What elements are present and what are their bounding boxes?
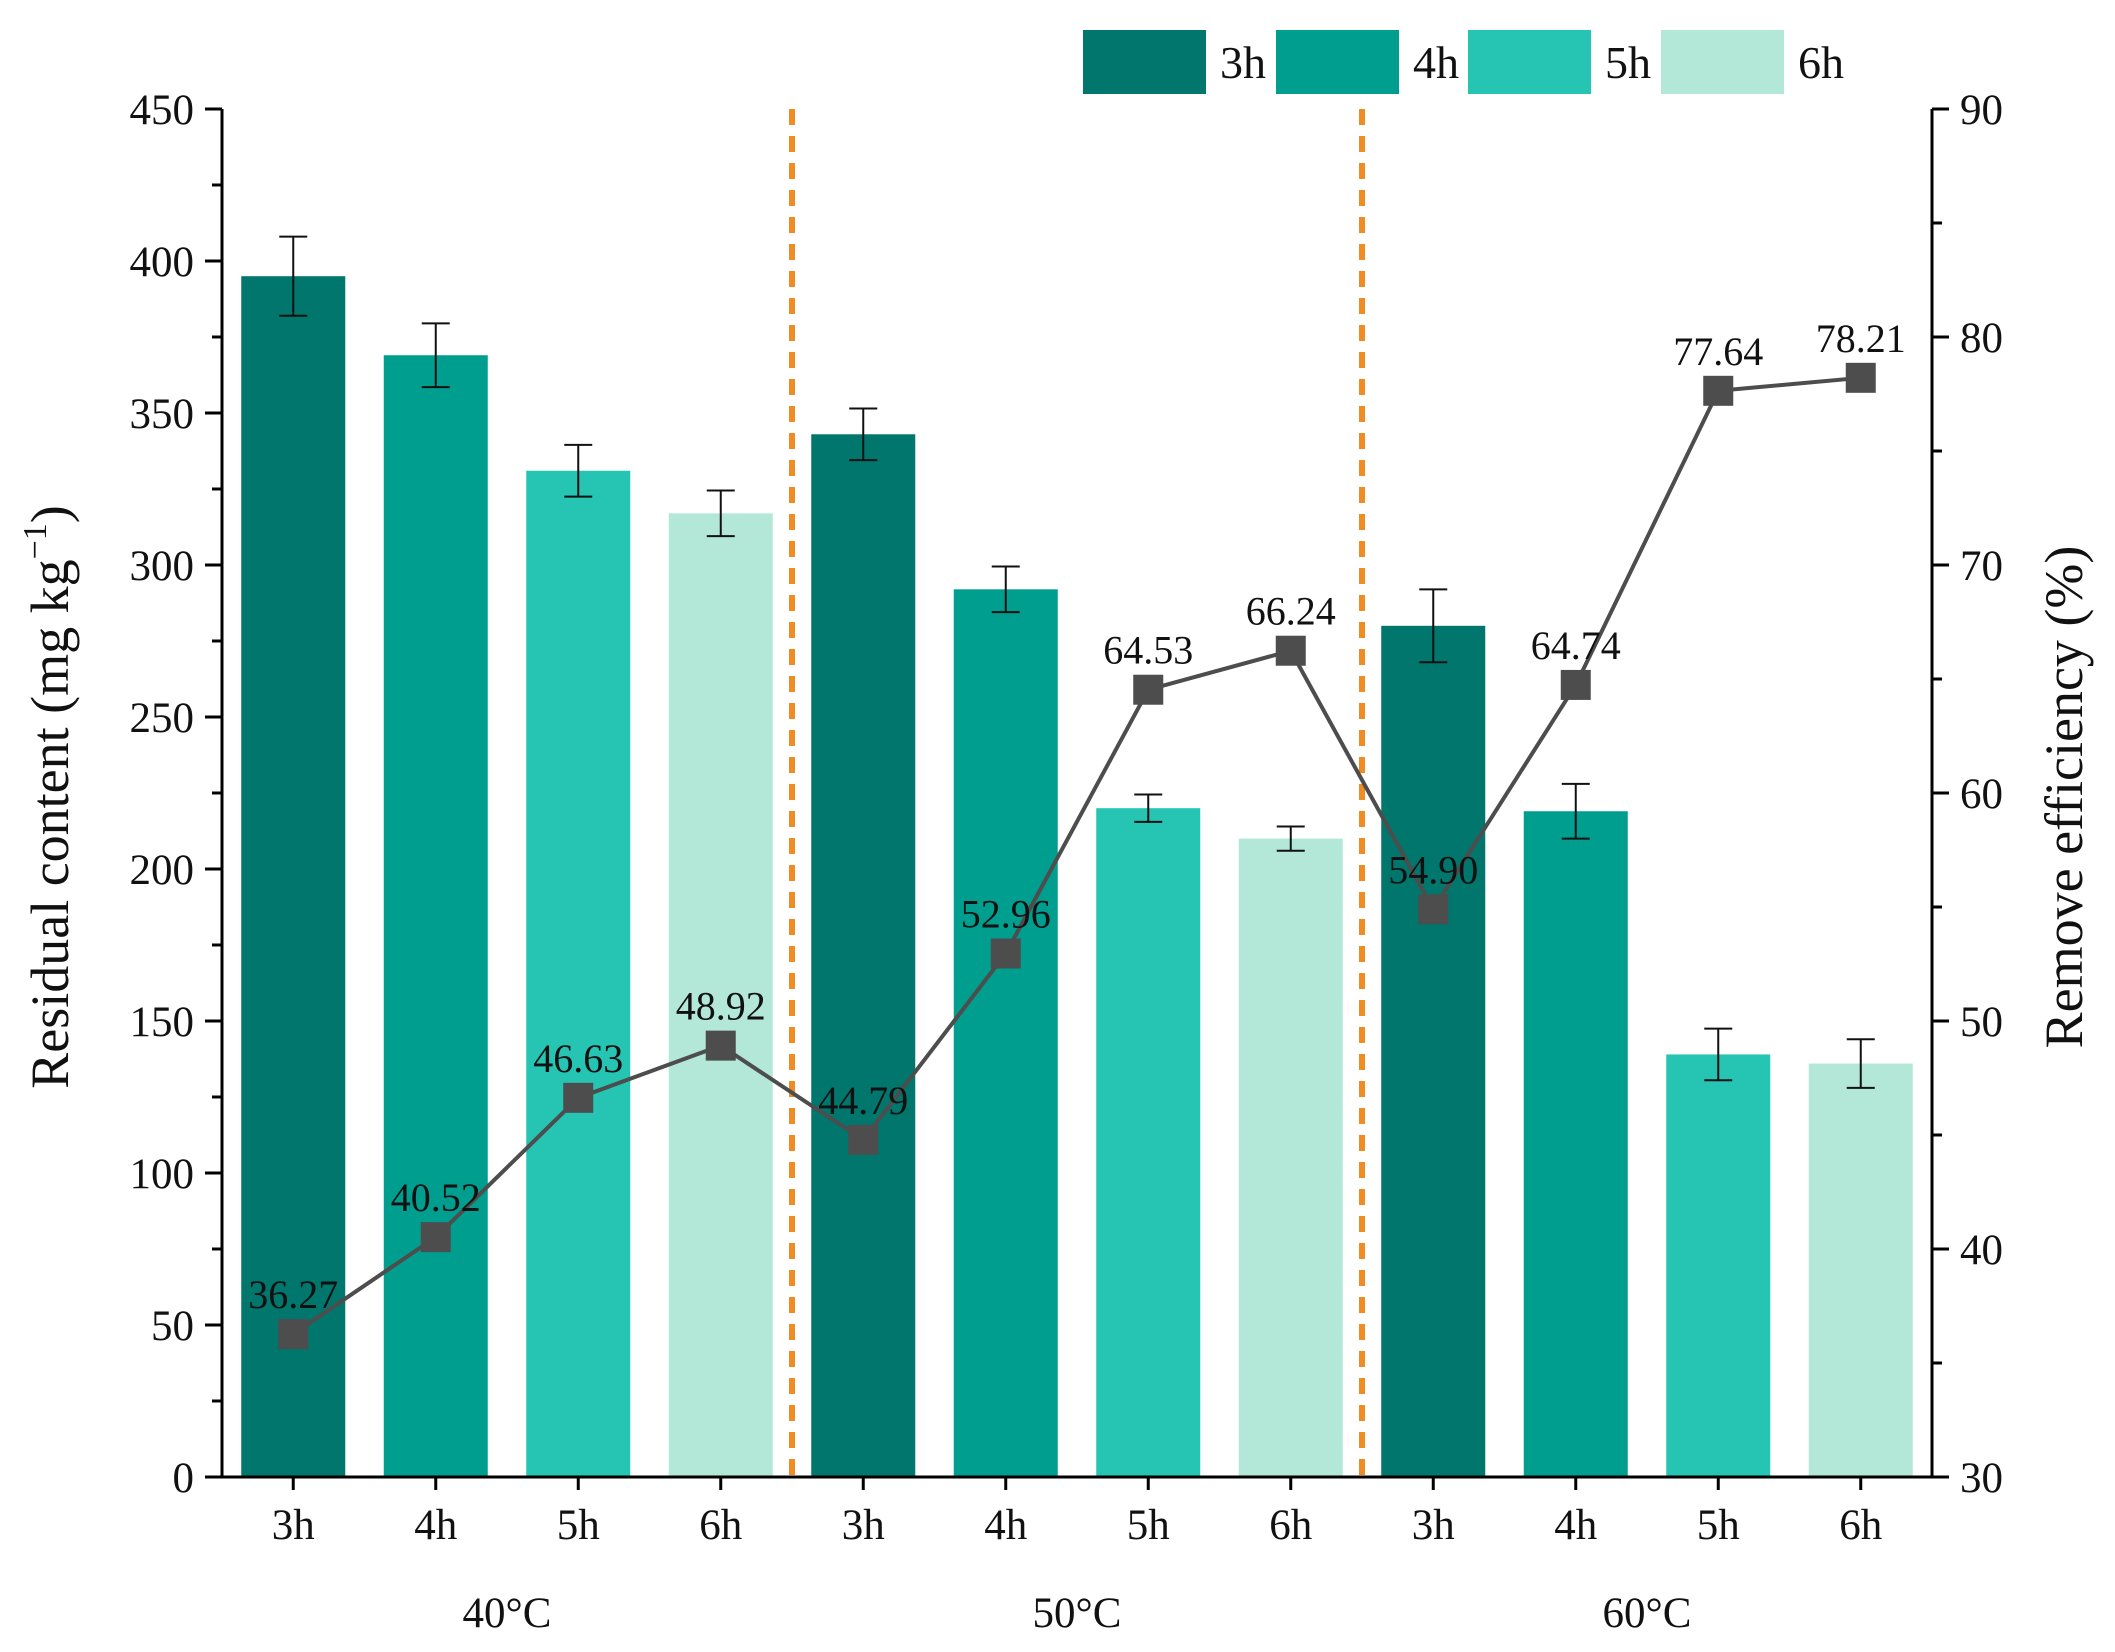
bar-60C-4h xyxy=(1523,811,1628,1477)
efficiency-marker xyxy=(1418,894,1449,925)
x-labels-layer: 3h 4h 5h 6h 40°C 3h 4h 5h 6h 50°C 3h 4h 5h 6h 60°C xyxy=(272,1502,1883,1637)
bar-40C-4h xyxy=(383,355,488,1477)
error-bars-layer xyxy=(279,235,1875,1089)
x-tick-label: 4h xyxy=(1554,1502,1597,1549)
efficiency-label: 40.52 xyxy=(391,1175,481,1220)
y-right-tick-label: 50 xyxy=(1960,999,2003,1046)
ticks-layer: 0 50 100 150 200 250 300 350 400 450 30 40 50 60 70 80 9… xyxy=(130,87,2004,1502)
bar-60C-6h xyxy=(1808,1063,1913,1477)
y-left-tick-label: 250 xyxy=(130,695,195,742)
efficiency-label: 66.24 xyxy=(1246,589,1336,634)
bar-60C-3h xyxy=(1381,625,1486,1477)
x-tick-label: 3h xyxy=(1412,1502,1455,1549)
efficiency-label: 52.96 xyxy=(961,892,1051,937)
x-tick-label: 6h xyxy=(1269,1502,1312,1549)
x-tick-label: 3h xyxy=(272,1502,315,1549)
bar-50C-5h xyxy=(1096,808,1201,1477)
group-label-40C: 40°C xyxy=(463,1590,552,1637)
efficiency-label: 78.21 xyxy=(1816,316,1906,361)
group-label-50C: 50°C xyxy=(1033,1590,1122,1637)
bar-60C-5h xyxy=(1666,1054,1771,1477)
efficiency-marker xyxy=(1133,674,1164,705)
y-left-tick-label: 0 xyxy=(173,1455,195,1502)
x-tick-label: 3h xyxy=(842,1502,885,1549)
legend-swatch-5h xyxy=(1468,30,1591,94)
bar-50C-3h xyxy=(811,434,916,1477)
x-tick-label: 5h xyxy=(1127,1502,1170,1549)
efficiency-label: 44.79 xyxy=(818,1078,908,1123)
x-tick-label: 5h xyxy=(557,1502,600,1549)
efficiency-marker xyxy=(278,1319,309,1350)
efficiency-marker xyxy=(1703,375,1734,406)
y-axis-right-title: Remove efficiency (%) xyxy=(2034,546,2094,1049)
y-right-tick-label: 90 xyxy=(1960,87,2003,134)
x-tick-label: 6h xyxy=(699,1502,742,1549)
efficiency-marker xyxy=(1560,669,1591,700)
efficiency-marker xyxy=(1275,635,1306,666)
efficiency-marker xyxy=(848,1124,879,1155)
y-left-tick-label: 350 xyxy=(130,391,195,438)
y-left-tick-label: 300 xyxy=(130,543,195,590)
efficiency-marker xyxy=(563,1082,594,1113)
efficiency-marker xyxy=(1845,362,1876,393)
efficiency-line-layer: 36.27 40.52 46.63 48.92 44.79 52.96 64.53 66.24… xyxy=(248,316,1906,1350)
efficiency-label: 36.27 xyxy=(248,1272,338,1317)
legend-swatch-6h xyxy=(1661,30,1784,94)
efficiency-marker xyxy=(705,1030,736,1061)
x-tick-label: 5h xyxy=(1697,1502,1740,1549)
y-left-tick-label: 150 xyxy=(130,999,195,1046)
bar-50C-4h xyxy=(953,589,1058,1477)
efficiency-label: 77.64 xyxy=(1673,329,1763,374)
y-left-tick-label: 450 xyxy=(130,87,195,134)
legend-label-5h: 5h xyxy=(1605,37,1651,88)
efficiency-label: 64.74 xyxy=(1531,623,1621,668)
x-tick-label: 4h xyxy=(414,1502,457,1549)
efficiency-label: 54.90 xyxy=(1388,847,1478,892)
bar-40C-6h xyxy=(668,513,773,1477)
y-left-tick-label: 400 xyxy=(130,239,195,286)
x-tick-label: 4h xyxy=(984,1502,1027,1549)
group-dividers xyxy=(789,109,1365,1477)
y-right-tick-label: 80 xyxy=(1960,315,2003,362)
bar-40C-3h xyxy=(241,276,346,1478)
y-left-tick-label: 50 xyxy=(151,1303,194,1350)
x-tick-label: 6h xyxy=(1839,1502,1882,1549)
y-right-tick-label: 30 xyxy=(1960,1455,2003,1502)
efficiency-label: 48.92 xyxy=(676,984,766,1029)
y-right-tick-label: 70 xyxy=(1960,543,2003,590)
y-right-tick-label: 40 xyxy=(1960,1227,2003,1274)
y-right-tick-label: 60 xyxy=(1960,771,2003,818)
efficiency-label: 46.63 xyxy=(533,1036,623,1081)
group-label-60C: 60°C xyxy=(1603,1590,1692,1637)
legend-label-3h: 3h xyxy=(1220,37,1266,88)
legend-swatch-4h xyxy=(1276,30,1399,94)
efficiency-line xyxy=(292,375,1861,1336)
bars-layer xyxy=(241,276,1913,1478)
bar-50C-6h xyxy=(1238,838,1343,1477)
efficiency-marker xyxy=(990,938,1021,969)
y-left-tick-label: 200 xyxy=(130,847,195,894)
bar-40C-5h xyxy=(526,470,631,1477)
legend: 3h 4h 5h 6h xyxy=(1083,30,1844,94)
legend-label-4h: 4h xyxy=(1413,37,1459,88)
efficiency-marker xyxy=(420,1222,451,1253)
y-left-tick-label: 100 xyxy=(130,1151,195,1198)
y-axis-left-title: Residual content (mg kg−1) xyxy=(17,505,80,1089)
legend-label-6h: 6h xyxy=(1798,37,1844,88)
efficiency-label: 64.53 xyxy=(1103,628,1193,673)
legend-swatch-3h xyxy=(1083,30,1206,94)
